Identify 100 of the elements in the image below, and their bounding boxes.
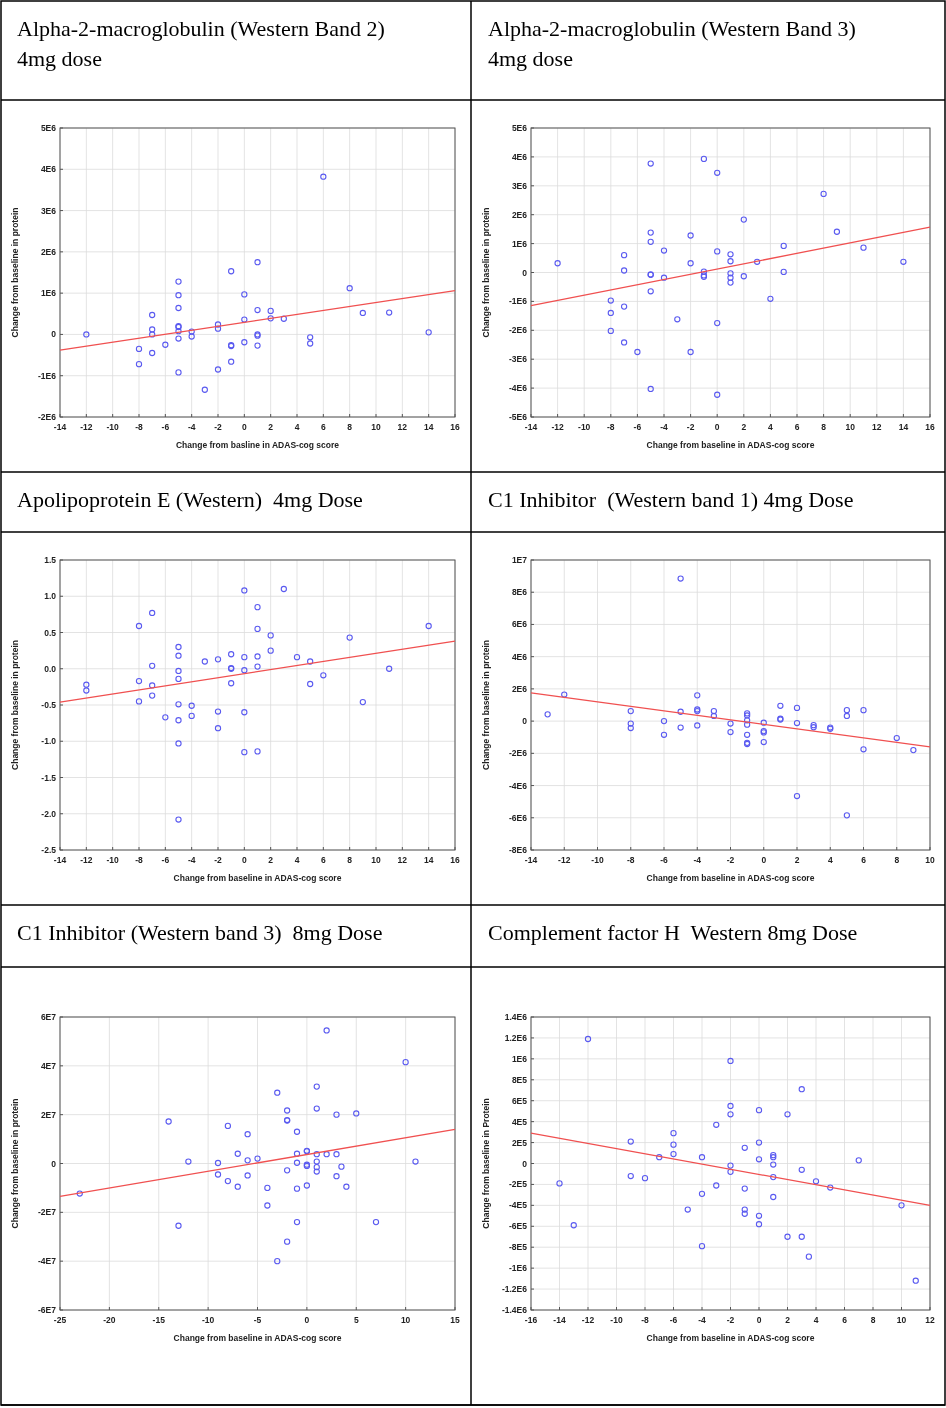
y-tick-label: 8E6 <box>511 587 528 598</box>
x-tick-label: 12 <box>397 422 408 432</box>
x-tick-label: -6 <box>669 1315 678 1325</box>
y-tick-label: -6E6 <box>509 812 528 823</box>
x-tick-label: 12 <box>872 422 882 432</box>
x-tick-label: -2 <box>686 422 695 432</box>
x-tick-label: -2 <box>726 855 735 865</box>
y-tick-label: 2E5 <box>511 1137 528 1148</box>
x-axis-title: Change from baseline in ADAS-cog score <box>646 873 815 883</box>
y-tick-label: -4E7 <box>38 1256 57 1267</box>
x-tick-label: -8 <box>607 422 615 432</box>
y-tick-label: -1E6 <box>509 296 528 307</box>
y-tick-label: -1E6 <box>38 370 57 381</box>
chart-title: C1 Inhibitor (Western band 3) 8mg Dose <box>17 920 383 945</box>
y-tick-label: 6E5 <box>511 1095 528 1106</box>
x-axis-title: Change from baseline in ADAS-cog score <box>646 1333 815 1343</box>
y-tick-label: -0.5 <box>41 700 57 710</box>
x-tick-label: -12 <box>80 855 93 865</box>
x-tick-label: -25 <box>53 1315 67 1325</box>
y-tick-label: 0 <box>51 329 57 340</box>
y-tick-label: 0.5 <box>44 627 57 638</box>
y-tick-label: 6E6 <box>511 619 528 630</box>
y-tick-label: -3E6 <box>509 354 528 365</box>
x-tick-label: -6 <box>660 855 669 865</box>
y-tick-label: 4E7 <box>40 1060 57 1071</box>
chart-title: Complement factor H Western 8mg Dose <box>488 920 858 945</box>
x-tick-label: 14 <box>423 422 434 432</box>
x-tick-label: -14 <box>524 422 538 432</box>
x-tick-label: 14 <box>423 855 434 865</box>
x-tick-label: 8 <box>870 1315 876 1325</box>
x-tick-label: 15 <box>450 1315 460 1325</box>
x-tick-label: -2 <box>726 1315 735 1325</box>
x-tick-label: -8 <box>641 1315 650 1325</box>
x-tick-label: -6 <box>633 422 642 432</box>
x-tick-label: 0 <box>241 422 247 432</box>
x-axis-title: Change from basline in ADAS-cog score <box>175 440 340 450</box>
x-tick-label: 6 <box>794 422 800 432</box>
y-tick-label: 0 <box>522 267 528 278</box>
x-tick-label: -4 <box>660 422 669 432</box>
x-tick-label: 2 <box>268 422 274 432</box>
chart-title: Alpha-2-macroglobulin (Western Band 2) 4mg dose <box>17 16 385 71</box>
x-tick-label: -10 <box>106 422 120 432</box>
y-tick-label: 1E7 <box>511 555 528 565</box>
x-tick-label: -12 <box>551 422 565 432</box>
x-tick-label: -8 <box>135 422 144 432</box>
y-tick-label: 2E7 <box>40 1109 57 1120</box>
x-axis-title: Change from baseline in ADAS-cog score <box>173 873 342 883</box>
x-tick-label: -8 <box>135 855 144 865</box>
y-tick-label: 1.2E6 <box>504 1032 528 1043</box>
y-tick-label: -6E5 <box>509 1221 528 1232</box>
x-tick-label: 10 <box>845 422 856 432</box>
y-axis-title: Change from baseline in protein <box>10 640 20 770</box>
x-tick-label: -10 <box>591 855 604 865</box>
y-tick-label: -4E6 <box>509 780 528 791</box>
x-tick-label: 0 <box>761 855 767 865</box>
x-tick-label: 4 <box>294 855 300 865</box>
x-tick-label: 2 <box>794 855 800 865</box>
y-tick-label: 5E6 <box>40 123 57 133</box>
x-tick-label: -12 <box>80 422 93 432</box>
chart-title: Apolipoprotein E (Western) 4mg Dose <box>17 487 363 512</box>
y-tick-label: 1.0 <box>44 591 57 602</box>
x-tick-label: -6 <box>161 855 170 865</box>
x-tick-label: 4 <box>827 855 833 865</box>
y-tick-label: -4E6 <box>509 383 528 394</box>
y-tick-label: 1E6 <box>511 238 528 249</box>
x-tick-label: -16 <box>524 1315 538 1325</box>
y-tick-label: 6E7 <box>40 1012 57 1022</box>
x-tick-label: 6 <box>320 855 326 865</box>
x-tick-label: 10 <box>400 1315 411 1325</box>
x-tick-label: -10 <box>106 855 120 865</box>
y-tick-label: -1.4E6 <box>501 1305 528 1315</box>
y-tick-label: -2E6 <box>38 412 57 422</box>
y-tick-label: 2E6 <box>511 209 528 220</box>
x-tick-label: 6 <box>320 422 326 432</box>
y-tick-label: 4E6 <box>511 151 528 162</box>
x-tick-label: -5 <box>253 1315 262 1325</box>
x-tick-label: 0 <box>714 422 720 432</box>
x-tick-label: -6 <box>161 422 170 432</box>
y-tick-label: -1.0 <box>41 736 57 747</box>
y-tick-label: -1E6 <box>509 1263 528 1274</box>
y-tick-label: -6E7 <box>38 1305 57 1315</box>
x-tick-label: -4 <box>698 1315 707 1325</box>
y-tick-label: 3E6 <box>40 205 57 216</box>
x-tick-label: -10 <box>578 422 591 432</box>
x-tick-label: 5 <box>353 1315 359 1325</box>
y-tick-label: 4E6 <box>40 164 57 175</box>
y-tick-label: 4E5 <box>511 1116 528 1127</box>
x-tick-label: 8 <box>347 855 353 865</box>
y-tick-label: -1.2E6 <box>501 1284 528 1295</box>
y-tick-label: 0 <box>51 1158 57 1169</box>
y-tick-label: -2E5 <box>509 1179 528 1190</box>
y-tick-label: 2E6 <box>511 683 528 694</box>
y-axis-title: Change from baseline in protein <box>10 1098 20 1229</box>
x-tick-label: 2 <box>785 1315 791 1325</box>
x-tick-label: 2 <box>268 855 274 865</box>
x-tick-label: -14 <box>553 1315 566 1325</box>
x-tick-label: -14 <box>53 855 67 865</box>
y-tick-label: 4E6 <box>511 651 528 662</box>
x-tick-label: -14 <box>524 855 538 865</box>
x-tick-label: 4 <box>768 422 774 432</box>
